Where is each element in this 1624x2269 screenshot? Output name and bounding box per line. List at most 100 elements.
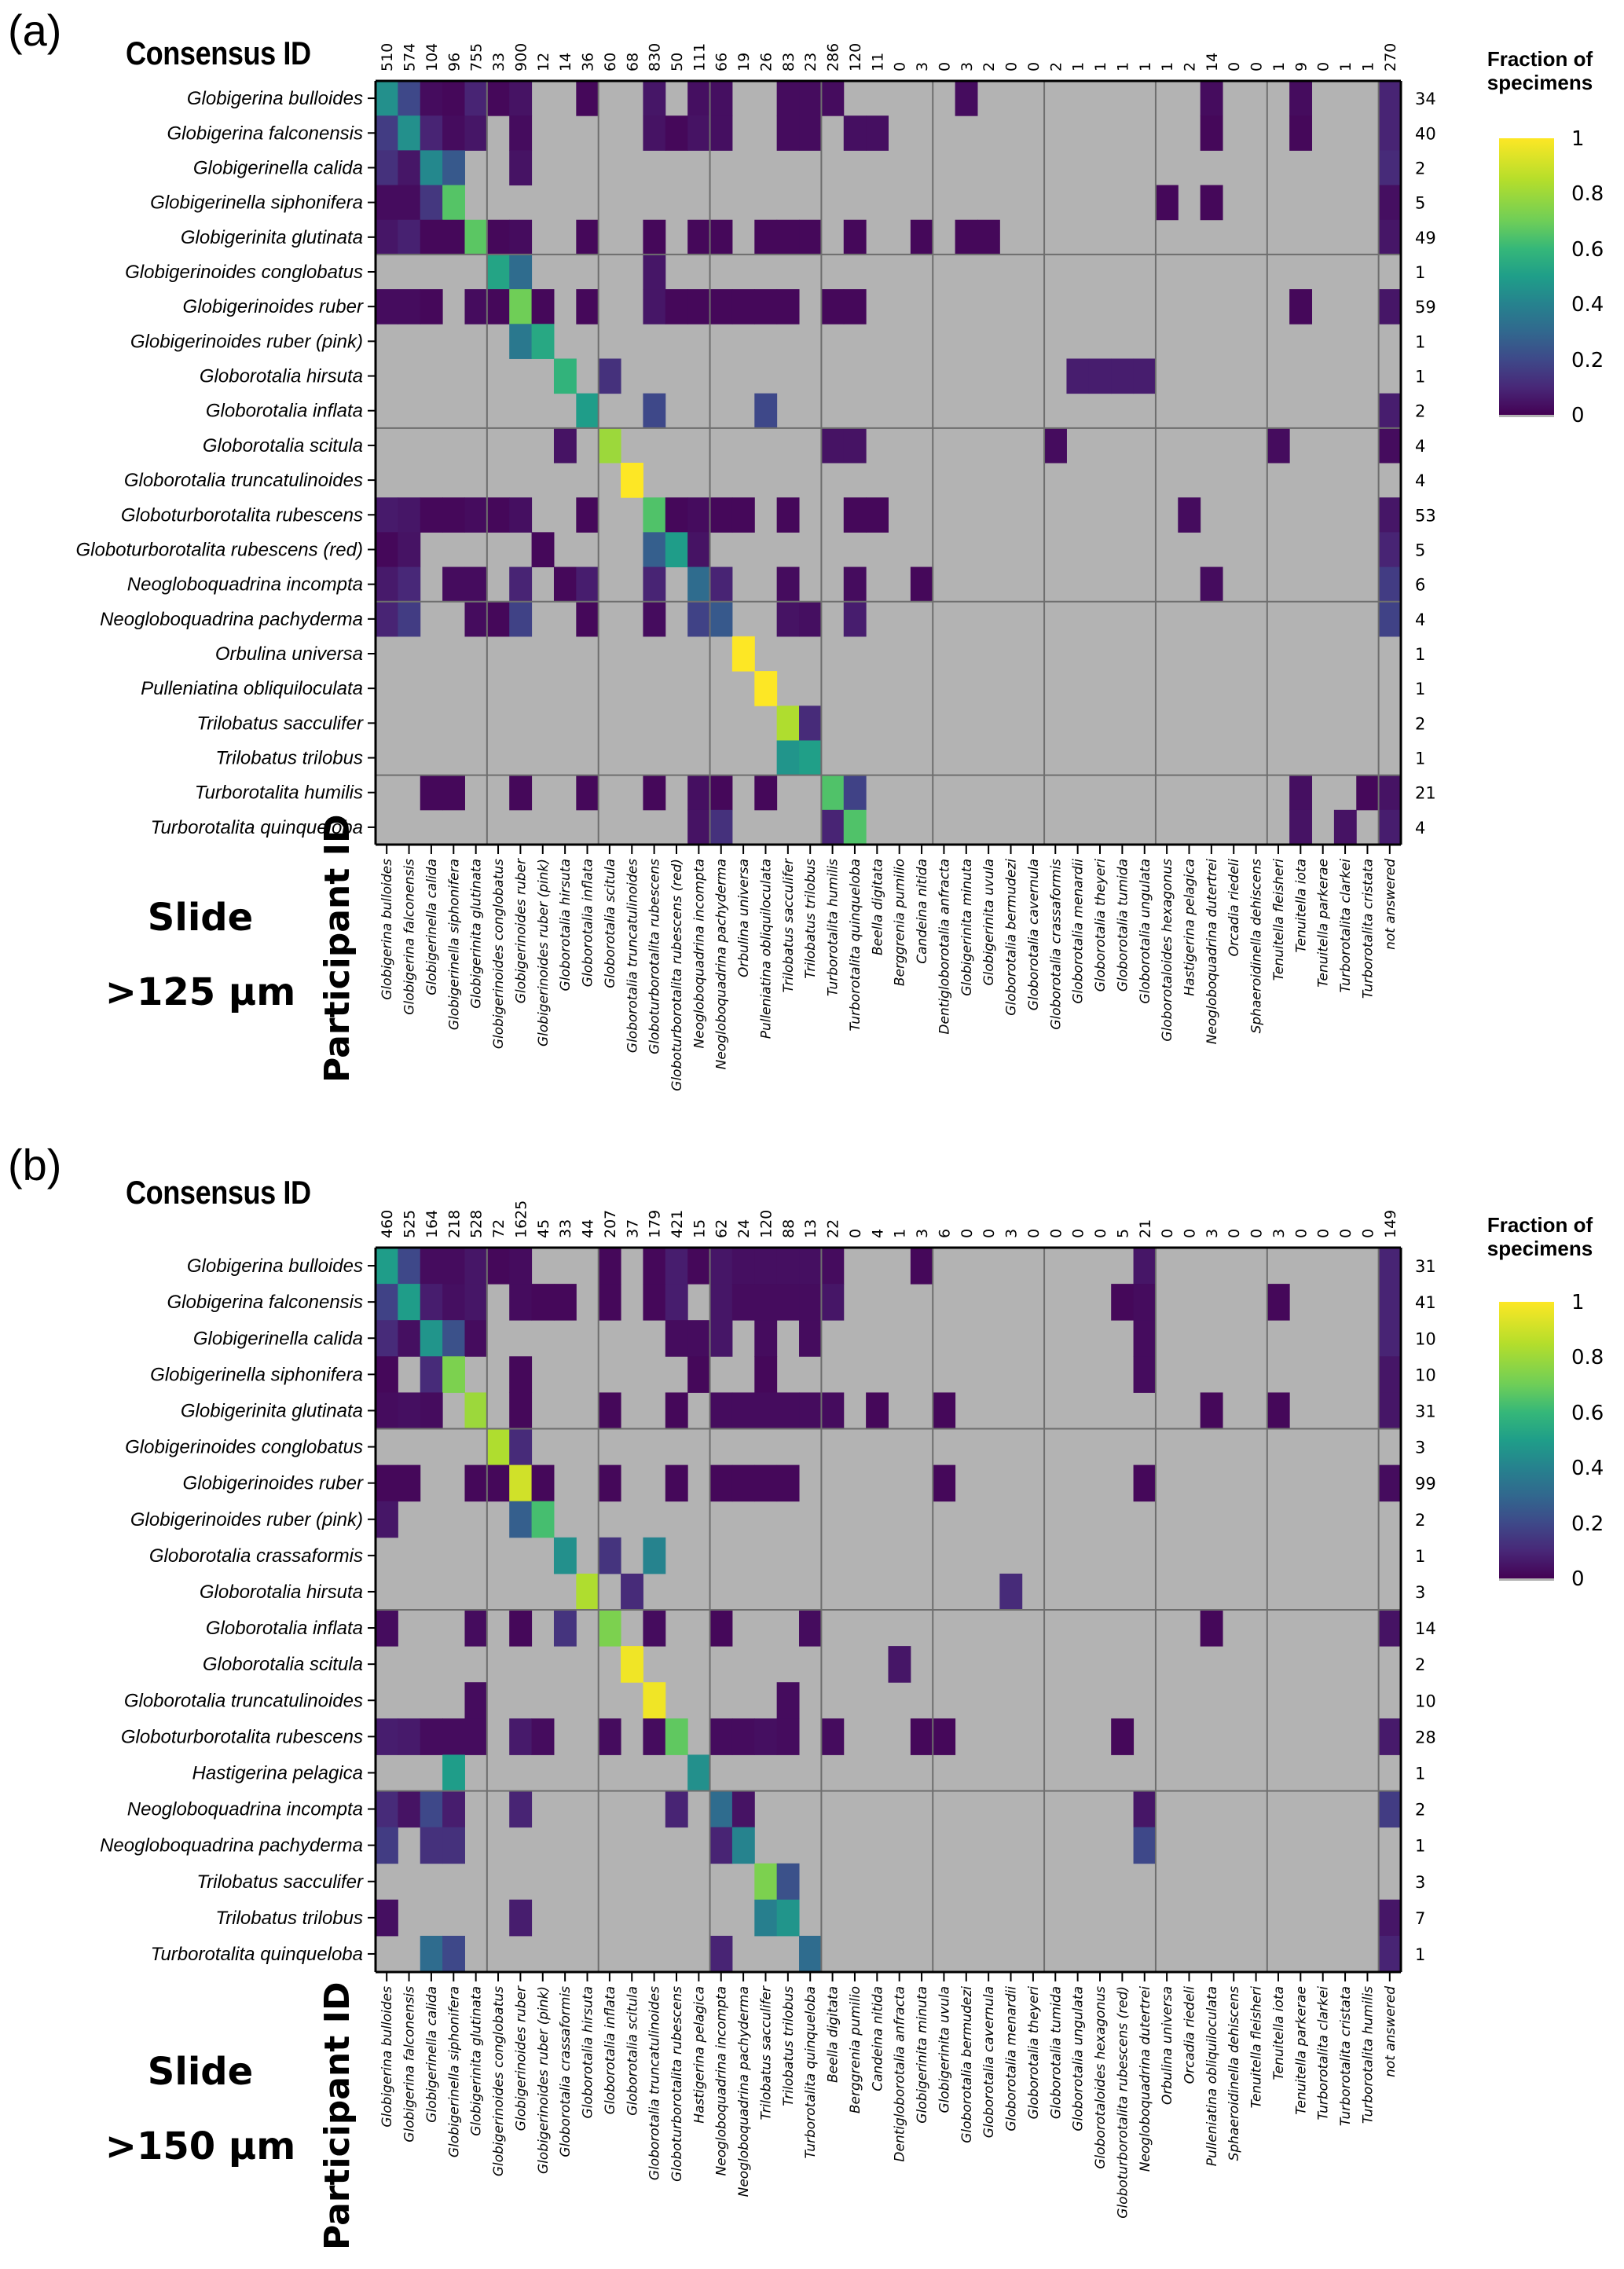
heatmap-cell [576,393,599,429]
heatmap-cell [442,1791,465,1828]
heatmap-cell [1289,775,1313,811]
legend-tick-label: 0.6 [1571,237,1604,262]
heatmap-cell [1378,427,1402,464]
heatmap-cell [1378,115,1402,151]
y-tick-label: Globorotalia crassaformis [149,1545,363,1567]
heatmap-cell [442,775,465,811]
heatmap-cell [420,219,443,255]
heatmap-cell [687,532,711,568]
x-tick-label: Globorotalia truncatulinoides [647,1986,663,2180]
heatmap-cell [731,497,755,533]
x-tick-label: Neogloboquadrina pachyderma [714,859,730,1069]
y-tick-label: Neogloboquadrina pachyderma [100,1835,363,1857]
heatmap-cell [1267,1392,1290,1429]
heatmap-cell [1378,1899,1402,1937]
heatmap-cell [1289,81,1313,116]
heatmap-cell [977,219,1000,255]
heatmap-cell [754,1464,778,1502]
heatmap-cell [687,1356,711,1393]
x-tick-label: Globigerinoides conglobatus [491,1986,507,2176]
heatmap-cell [776,1682,800,1719]
row-total-label: 14 [1415,1619,1436,1638]
heatmap-cell [799,219,822,255]
heatmap-cell [464,1718,488,1755]
heatmap-cell [799,115,822,151]
x-tick-label: Globigerinoides ruber (pink) [536,1986,552,2174]
heatmap-cell [442,1827,465,1864]
heatmap-cell [486,289,510,324]
y-tick-label: Turborotalita quinqueloba [151,1944,363,1965]
x-tick-label: Candeina nitida [870,1986,885,2091]
row-total-label: 59 [1415,298,1436,317]
heatmap-cell [1378,566,1402,603]
heatmap-cell [1066,358,1090,394]
x-tick-label: Turborotalita cristata [1338,1986,1354,2126]
slide-label-line2: >125 µm [104,970,296,1014]
heatmap-cell [687,81,711,116]
heatmap-cell [509,497,533,533]
heatmap-cell [643,1610,666,1647]
heatmap-cell [754,1356,778,1393]
x-tick-label: Berggrenia pumilio [893,859,908,986]
heatmap-cell [821,1392,845,1429]
heatmap-cell [1267,427,1290,464]
slide-label-line1: Slide [147,896,254,940]
heatmap-cell [643,115,666,151]
heatmap-cell [799,1320,822,1357]
y-tick-label: Neogloboquadrina incompta [127,1799,363,1820]
x-tick-label: Globorotalia theyeri [1093,859,1109,992]
heatmap-cell [687,1320,711,1357]
heatmap-cell [464,1682,488,1719]
x-tick-label: Tenuitella fleisheri [1249,1986,1265,2109]
column-count-label: 50 [669,53,686,71]
heatmap-cell [442,1284,465,1321]
heatmap-cell [687,775,711,811]
heatmap-cell [486,1248,510,1285]
heatmap-cell [576,601,599,637]
heatmap-cell [1378,775,1402,811]
x-tick-label: Globoturborotalita rubescens [647,859,663,1054]
y-tick-label: Globigerinoides conglobatus [125,262,363,283]
heatmap-cell [665,1464,688,1502]
heatmap-cell [531,1501,555,1538]
x-tick-label: Globigerinoides conglobatus [491,859,507,1049]
column-count-label: 510 [379,43,396,71]
column-count-label: 0 [1025,62,1043,71]
heatmap-cell [866,115,889,151]
heatmap-cell [643,219,666,255]
slide-label-line2: >150 µm [104,2124,296,2168]
heatmap-cell [509,289,533,324]
heatmap-cell [709,566,733,603]
row-total-label: 2 [1415,1511,1425,1530]
heatmap-cell [754,393,778,429]
y-tick-label: Globoturborotalita rubescens (red) [75,539,363,560]
heatmap-cell [420,185,443,221]
slide-label-line1: Slide [147,2050,254,2094]
heatmap-cell [1378,219,1402,255]
column-count-label: 0 [1025,1229,1043,1238]
column-count-label: 24 [735,1219,753,1238]
heatmap-cell [754,1284,778,1321]
y-tick-label: Globigerina falconensis [167,123,363,144]
row-total-label: 1 [1415,1837,1425,1856]
heatmap-cell [598,1610,621,1647]
heatmap-cell [643,497,666,533]
heatmap-cell [754,671,778,706]
heatmap-cell [910,219,933,255]
heatmap-cell [442,185,465,221]
heatmap-cell [442,1935,465,1973]
column-count-label: 23 [802,53,819,71]
heatmap-cell [799,1610,822,1647]
row-total-label: 99 [1415,1475,1436,1494]
y-tick-label: Globorotalia scitula [203,435,363,456]
heatmap-cell [376,1501,398,1538]
heatmap-cell [509,1501,533,1538]
heatmap-cell [731,1464,755,1502]
heatmap-cell [643,254,666,290]
heatmap-cell [376,566,398,603]
x-tick-label: Orcadia riedeli [1182,1986,1197,2084]
row-total-label: 34 [1415,90,1436,108]
heatmap-cell [1378,1248,1402,1285]
column-count-label: 104 [423,43,441,71]
heatmap-cell [687,1248,711,1285]
